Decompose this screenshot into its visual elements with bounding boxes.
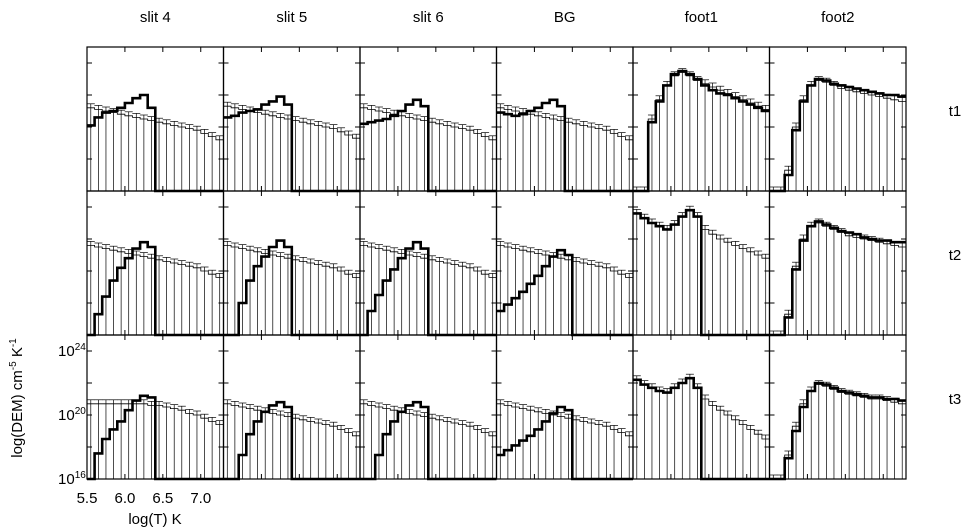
- dem-histogram: [87, 394, 224, 481]
- column-title-4: foot1: [685, 9, 718, 26]
- panel-t3-4: [632, 334, 771, 481]
- dem-histogram: [769, 220, 906, 337]
- dem-histogram: [360, 400, 497, 481]
- column-titles: slit 4 slit 5 slit 6 BG foot1 foot2: [140, 9, 855, 26]
- y-axis-label-prefix: log(DEM) cm: [9, 370, 26, 458]
- dem-histogram: [633, 69, 770, 193]
- panel-frame: [495, 190, 634, 336]
- y-tick-label: 1016: [58, 470, 86, 488]
- dem-histogram: [223, 400, 360, 481]
- column-title-2: slit 6: [413, 9, 444, 26]
- dem-histogram: [496, 248, 633, 337]
- dem-histogram: [496, 98, 633, 193]
- fit-histogram: [496, 245, 633, 278]
- x-axis: 5.5 6.0 6.5 7.0: [77, 490, 212, 507]
- column-title-3: BG: [554, 9, 576, 26]
- y-axis-label-exp2: -1: [8, 338, 19, 347]
- dem-histogram: [769, 77, 906, 193]
- panel-frame: [768, 334, 907, 480]
- y-tick-exp: 20: [75, 406, 87, 417]
- dem-histogram: [360, 98, 497, 193]
- x-tick-label: 7.0: [190, 490, 211, 507]
- dem-histogram: [87, 93, 224, 193]
- dem-histogram: [223, 239, 360, 337]
- panel-t1-0: [86, 46, 225, 193]
- x-tick-label: 5.5: [77, 490, 98, 507]
- row-label-2: t3: [949, 391, 962, 408]
- fit-histogram: [633, 72, 770, 192]
- column-title-0: slit 4: [140, 9, 171, 26]
- panel-t2-4: [632, 190, 771, 337]
- panel-t1-5: [768, 46, 907, 193]
- panel-frame: [768, 46, 907, 192]
- dem-histogram: [633, 208, 770, 337]
- dem-histogram: [223, 95, 360, 193]
- panel-t3-2: [359, 334, 498, 481]
- panel-t2-0: [86, 190, 225, 337]
- panel-t1-4: [632, 46, 771, 193]
- panel-t3-0: [86, 334, 225, 481]
- panel-t2-3: [495, 190, 634, 337]
- panel-t1-2: [359, 46, 498, 193]
- x-tick-label: 6.5: [152, 490, 173, 507]
- panel-t1-1: [222, 46, 361, 193]
- row-labels: t1 t2 t3: [949, 103, 962, 408]
- fit-histogram: [769, 80, 906, 192]
- y-tick-label: 1024: [58, 342, 86, 360]
- row-label-0: t1: [949, 103, 962, 120]
- x-axis-label: log(T) K: [128, 511, 181, 528]
- y-tick-base: 10: [58, 471, 75, 488]
- column-title-5: foot2: [821, 9, 854, 26]
- column-title-1: slit 5: [276, 9, 307, 26]
- fit-histogram: [496, 403, 633, 437]
- dem-histogram: [769, 381, 906, 481]
- panel-t1-3: [495, 46, 634, 193]
- x-tick-label: 6.0: [114, 490, 135, 507]
- panel-t3-3: [495, 334, 634, 481]
- row-label-1: t2: [949, 247, 962, 264]
- panel-t2-1: [222, 190, 361, 337]
- y-tick-exp: 16: [75, 470, 87, 481]
- panel-t2-5: [768, 190, 907, 337]
- y-tick-exp: 24: [75, 342, 87, 353]
- panel-t2-2: [359, 190, 498, 337]
- y-tick-label: 1020: [58, 406, 86, 424]
- panel-frame: [768, 190, 907, 336]
- y-axis-label-mid: K: [9, 347, 26, 361]
- panel-t3-1: [222, 334, 361, 481]
- dem-histogram: [633, 376, 770, 481]
- y-tick-base: 10: [58, 343, 75, 360]
- dem-histogram: [360, 240, 497, 337]
- fit-histogram: [87, 403, 224, 425]
- panel-grid: [86, 46, 907, 481]
- y-axis-label-exp1: -5: [8, 361, 19, 370]
- y-axis-label: log(DEM) cm-5 K-1: [8, 338, 26, 458]
- y-tick-base: 10: [58, 407, 75, 424]
- fit-histogram: [769, 222, 906, 336]
- dem-histogram: [87, 240, 224, 337]
- panel-t3-5: [768, 334, 907, 481]
